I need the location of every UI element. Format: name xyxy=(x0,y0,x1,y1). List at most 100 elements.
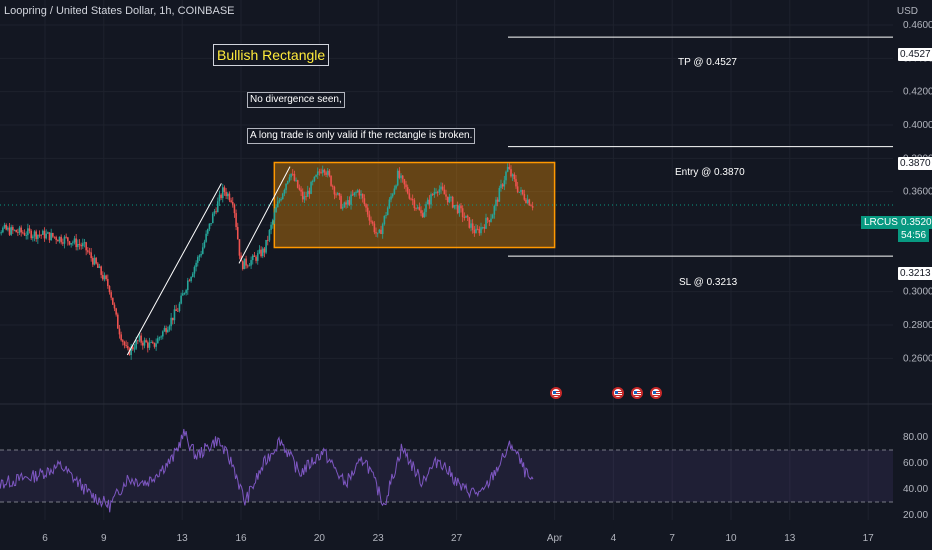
us-flag-icon[interactable] xyxy=(631,387,643,399)
candle-body xyxy=(301,191,304,200)
candle-body xyxy=(305,196,307,198)
us-flag-icon[interactable] xyxy=(650,387,662,399)
candle-body xyxy=(473,229,476,234)
candle-body xyxy=(426,199,429,205)
candle-body xyxy=(401,175,404,180)
candle-body xyxy=(366,207,369,215)
pattern-headline[interactable]: Bullish Rectangle xyxy=(213,44,330,66)
candle-body xyxy=(268,230,271,241)
note-divergence[interactable]: No divergence seen, xyxy=(247,92,345,108)
candle-body xyxy=(132,346,134,350)
candle-body xyxy=(485,217,487,229)
candle-body xyxy=(313,176,316,182)
candle-body xyxy=(215,211,217,213)
trendline[interactable] xyxy=(238,166,291,264)
candle-body xyxy=(436,192,439,193)
us-flag-icon[interactable] xyxy=(550,387,562,399)
candle-body xyxy=(22,232,24,234)
candle-body xyxy=(188,280,191,282)
candle-body xyxy=(93,257,96,265)
candle-body xyxy=(180,295,182,304)
candle-body xyxy=(480,227,482,234)
candle-body xyxy=(458,205,461,214)
candle-body xyxy=(526,199,529,203)
candle-body xyxy=(241,261,244,270)
candle-body xyxy=(150,342,152,344)
candle-body xyxy=(156,338,159,344)
candle-body xyxy=(416,207,419,209)
candle-body xyxy=(161,331,164,337)
candle-body xyxy=(211,213,214,224)
candle-body xyxy=(246,265,249,267)
candle-body xyxy=(523,194,526,200)
candle-body xyxy=(511,174,514,177)
candle-body xyxy=(105,275,107,280)
chart-title: Loopring / United States Dollar, 1h, COI… xyxy=(4,5,235,17)
candle-body xyxy=(261,248,264,257)
candle-body xyxy=(303,196,306,200)
candle-body xyxy=(356,190,359,193)
candle-body xyxy=(235,213,237,227)
rsi-line[interactable] xyxy=(0,428,534,513)
candle-body xyxy=(122,340,124,342)
candle-body xyxy=(398,170,401,178)
candle-body xyxy=(255,256,257,261)
candle-body xyxy=(133,348,136,350)
candle-body xyxy=(148,342,151,348)
symbol-tag: LRCUSD xyxy=(861,216,909,229)
candle-body xyxy=(286,180,289,184)
candle-body xyxy=(38,234,41,236)
candle-body xyxy=(5,224,7,230)
candle-body xyxy=(326,170,329,175)
candle-body xyxy=(395,185,397,189)
candle-body xyxy=(376,232,379,234)
candle-body xyxy=(260,249,262,257)
candle-body xyxy=(117,314,119,329)
candle-body xyxy=(245,258,247,266)
candle-body xyxy=(30,230,32,239)
x-tick-label: Apr xyxy=(547,533,563,544)
candle-body xyxy=(363,198,366,205)
x-tick-label: 13 xyxy=(177,533,189,544)
candle-body xyxy=(455,204,457,206)
candle-body xyxy=(428,199,431,205)
candle-body xyxy=(391,194,394,197)
note-trade-rule[interactable]: A long trade is only valid if the rectan… xyxy=(247,128,476,144)
candle-body xyxy=(73,238,76,243)
rsi-tick-label: 60.00 xyxy=(903,458,928,469)
candle-body xyxy=(478,229,481,234)
candle-body xyxy=(358,190,361,196)
candle-body xyxy=(276,201,279,208)
candle-body xyxy=(40,234,42,236)
candle-body xyxy=(0,232,2,234)
candle-body xyxy=(475,228,477,234)
candle-body xyxy=(481,227,484,228)
x-tick-label: 16 xyxy=(235,533,247,544)
candle-body xyxy=(306,190,309,197)
rsi-band xyxy=(0,450,893,502)
candle-body xyxy=(368,214,371,221)
candle-body xyxy=(365,204,367,208)
candle-body xyxy=(32,236,34,239)
candle-body xyxy=(471,223,474,230)
candle-body xyxy=(58,236,61,242)
candle-body xyxy=(525,199,527,203)
y-tick-label: 0.2600 xyxy=(903,353,932,364)
candle-body xyxy=(205,233,207,242)
candle-body xyxy=(466,215,469,218)
candle-body xyxy=(460,205,462,209)
us-flag-icon[interactable] xyxy=(612,387,624,399)
candle-body xyxy=(378,229,381,233)
candle-body xyxy=(107,279,109,286)
candle-body xyxy=(336,193,339,195)
candle-body xyxy=(263,248,266,253)
candle-body xyxy=(171,317,174,321)
trendline[interactable] xyxy=(126,183,222,356)
candle-body xyxy=(108,285,111,293)
candle-body xyxy=(520,190,522,192)
candle-body xyxy=(443,189,446,195)
y-tick-label: 0.4200 xyxy=(903,87,932,98)
candle-body xyxy=(386,207,389,216)
